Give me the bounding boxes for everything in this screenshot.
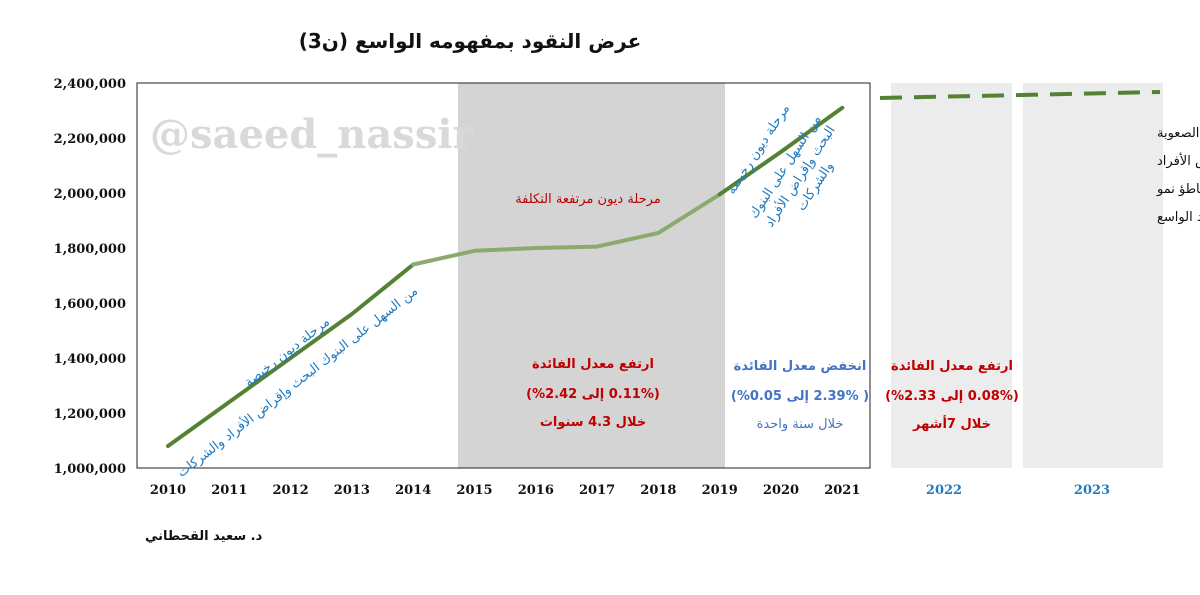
x-tick-label: 2021 [824, 483, 860, 498]
x-tick-label: 2020 [763, 483, 799, 498]
series-line-cheap-2019-2021 [717, 105, 845, 197]
x-tick-label: 2016 [518, 483, 554, 498]
rate-annotation-1: ارتفع معدل الفائدة (0.11% إلى 2.42%) خلا… [526, 357, 660, 430]
forecast-x-tick-label: 2023 [1074, 483, 1110, 498]
shade-costly-2015-2019 [458, 83, 725, 468]
x-axis-ticks: 2010 2011 2012 2013 2014 2015 2016 2017 2018 2019… [150, 483, 1110, 498]
phase1-line2: من السهل على البنوك البحث وإقراض الأفراد… [174, 282, 421, 480]
rate-annotation-2: انخفض معدل الفائدة ( 2.39% إلى 0.05%) خل… [731, 359, 869, 432]
rate3-line1: ارتفع معدل الفائدة [891, 359, 1013, 374]
forecast-note-line3: والشركات المؤهلين، ومن المتوقع تباطؤ نمو [1156, 182, 1200, 197]
forecast-dashed-line [879, 90, 1161, 100]
forecast-note-line4: عرض النقود الواسع [1157, 210, 1200, 225]
rate1-line2: (0.11% إلى 2.42%) [526, 387, 660, 402]
forecast-note-line2: على البنوك البحث و إقراض الأفراد [1157, 152, 1200, 169]
y-tick-label: 1,400,000 [54, 352, 126, 367]
rate2-line1: انخفض معدل الفائدة [734, 359, 867, 374]
y-tick-label: 2,400,000 [54, 77, 126, 92]
y-tick-label: 2,200,000 [54, 132, 126, 147]
phase3-annotation: مرحلة ديون رخيصة من السهل على البنوك الب… [724, 102, 839, 230]
rate3-line2: (0.08% إلى 2.33%) [885, 389, 1019, 404]
x-tick-label: 2015 [456, 483, 492, 498]
x-tick-label: 2010 [150, 483, 186, 498]
series-line-costly-2014-2019 [411, 192, 722, 267]
y-tick-label: 1,800,000 [54, 242, 126, 257]
x-tick-label: 2018 [640, 483, 676, 498]
x-tick-label: 2012 [273, 483, 309, 498]
shade-2023 [1023, 83, 1163, 468]
phase1-annotation: مرحلة ديون رخيصة من السهل على البنوك الب… [174, 282, 421, 480]
y-tick-label: 1,000,000 [54, 462, 126, 477]
author-name: د. سعيد القحطاني [145, 529, 263, 544]
plot-frame [136, 82, 871, 469]
rate1-line1: ارتفع معدل الفائدة [532, 357, 654, 372]
y-tick-label: 1,600,000 [54, 297, 126, 312]
x-tick-label: 2017 [579, 483, 615, 498]
forecast-x-tick-label: 2022 [926, 483, 962, 498]
x-tick-label: 2014 [395, 483, 431, 498]
y-tick-label: 1,200,000 [54, 407, 126, 422]
series-lines [166, 105, 845, 448]
phase1-line1: مرحلة ديون رخيصة [242, 315, 333, 391]
chart-title: عرض النقود بمفهومه الواسع (ن3) [299, 29, 642, 53]
watermark-text: @saeed_nassir [150, 111, 475, 158]
rate-annotation-3: ارتفع معدل الفائدة (0.08% إلى 2.33%) خلا… [885, 359, 1019, 432]
shade-2022 [891, 83, 1012, 468]
series-line-cheap-2010-2014 [166, 262, 416, 448]
forecast-note: مرحلة ديون مرتفعة التكلفة، ومن الصعوبة ع… [1156, 126, 1200, 225]
rate3-line3: خلال 7أشهر [912, 415, 991, 432]
y-tick-label: 2,000,000 [54, 187, 126, 202]
x-tick-label: 2013 [334, 483, 370, 498]
rate1-line3: خلال 4.3 سنوات [540, 415, 646, 430]
forecast-note-line1: مرحلة ديون مرتفعة التكلفة، ومن الصعوبة [1157, 126, 1200, 141]
phase2-label: مرحلة ديون مرتفعة التكلفة [515, 192, 661, 207]
y-axis-ticks: 1,000,000 1,200,000 1,400,000 1,600,000 1,80… [54, 77, 126, 477]
rate2-line3: خلال سنة واحدة [757, 417, 844, 432]
x-tick-label: 2011 [211, 483, 247, 498]
x-tick-label: 2019 [702, 483, 738, 498]
shaded-regions [458, 83, 1163, 468]
rate2-line2: ( 2.39% إلى 0.05%) [731, 389, 869, 404]
